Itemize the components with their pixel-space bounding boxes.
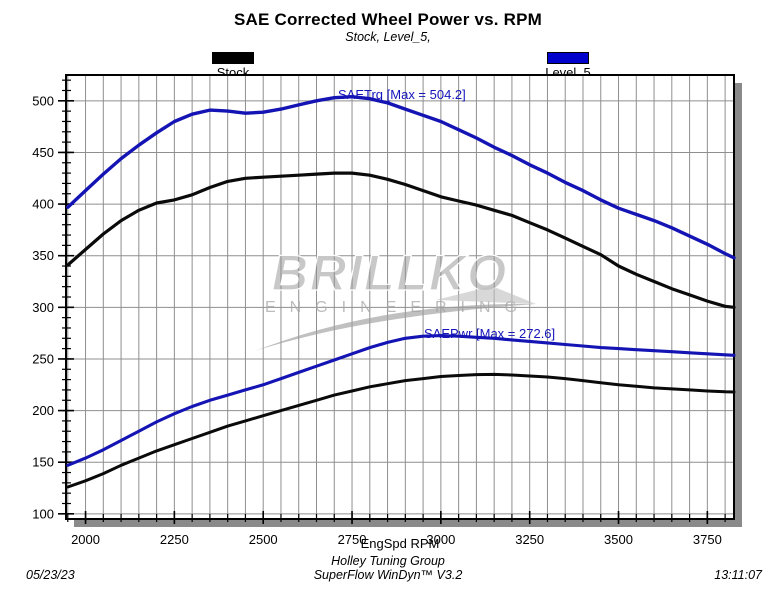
footer-time: 13:11:07 — [714, 568, 762, 582]
watermark-swoosh-small — [436, 286, 536, 304]
x-tick-label: 3750 — [693, 532, 722, 547]
x-tick-label: 3250 — [515, 532, 544, 547]
curve-level_5-saetrq — [66, 94, 736, 260]
footer-software: SuperFlow WinDyn™ V3.2 — [313, 568, 463, 582]
y-tick-label: 350 — [32, 248, 54, 263]
legend-swatch-stock — [212, 52, 254, 64]
x-tick-label: 2000 — [71, 532, 100, 547]
footer-group: Holley Tuning Group — [331, 554, 445, 568]
watermark-subtext: ENGINEERING — [265, 299, 531, 316]
curve-stock-saetrq — [66, 171, 736, 309]
y-tick-label: 450 — [32, 145, 54, 160]
y-tick-label: 200 — [32, 403, 54, 418]
chart-subtitle: Stock, Level_5, — [345, 30, 431, 44]
chart-title: SAE Corrected Wheel Power vs. RPM — [234, 10, 542, 29]
max-annotation: SAETrq [Max = 504.2] — [338, 87, 466, 102]
x-tick-label: 2250 — [160, 532, 189, 547]
x-tick-label: 3500 — [604, 532, 633, 547]
y-tick-label: 500 — [32, 93, 54, 108]
y-tick-label: 300 — [32, 300, 54, 315]
x-tick-label: 3000 — [426, 532, 455, 547]
curve-stock-saepwr — [66, 372, 736, 489]
watermark-text: BRILLKO — [272, 245, 508, 301]
max-annotation: SAEPwr [Max = 272.6] — [424, 326, 555, 341]
footer-date: 05/23/23 — [26, 568, 75, 582]
x-tick-label: 2750 — [338, 532, 367, 547]
y-tick-label: 100 — [32, 506, 54, 521]
curve-level_5-saepwr — [66, 334, 736, 467]
legend-swatch-level5 — [547, 52, 589, 64]
footer-center: Holley Tuning Group SuperFlow WinDyn™ V3… — [0, 554, 776, 582]
x-axis-title: EngSpd RPM — [360, 536, 440, 551]
x-tick-label: 2500 — [249, 532, 278, 547]
y-tick-label: 150 — [32, 455, 54, 470]
y-tick-label: 400 — [32, 197, 54, 212]
y-tick-label: 250 — [32, 351, 54, 366]
